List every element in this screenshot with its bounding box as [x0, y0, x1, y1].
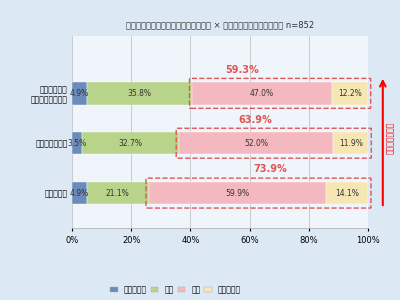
- Text: 11.9%: 11.9%: [339, 139, 363, 148]
- Bar: [72, 182, 86, 204]
- Legend: 非常に満足, 満足, 不満, とても不満: 非常に満足, 満足, 不満, とても不満: [107, 282, 244, 297]
- Title: 自身以外の「いびき」への悩みの有無 × 睡眠満足度　（单一回答） n=852: 自身以外の「いびき」への悩みの有無 × 睡眠満足度 （单一回答） n=852: [126, 21, 314, 30]
- Bar: [326, 182, 368, 204]
- Bar: [72, 132, 82, 154]
- Bar: [192, 82, 332, 105]
- Text: 12.2%: 12.2%: [338, 89, 362, 98]
- Text: 32.7%: 32.7%: [119, 139, 143, 148]
- Bar: [72, 82, 86, 105]
- Bar: [149, 182, 326, 204]
- Bar: [86, 182, 149, 204]
- Text: 睡眠への不満増: 睡眠への不満増: [386, 122, 395, 154]
- Bar: [332, 82, 368, 105]
- Bar: [333, 132, 368, 154]
- Bar: [86, 82, 192, 105]
- Text: 52.0%: 52.0%: [244, 139, 268, 148]
- Text: 14.1%: 14.1%: [335, 189, 359, 198]
- Text: 73.9%: 73.9%: [254, 164, 287, 174]
- Text: 4.9%: 4.9%: [70, 89, 89, 98]
- Text: 21.1%: 21.1%: [106, 189, 130, 198]
- Text: 4.9%: 4.9%: [70, 189, 89, 198]
- Text: 35.8%: 35.8%: [128, 89, 152, 98]
- Bar: [179, 132, 333, 154]
- Text: 59.3%: 59.3%: [225, 64, 259, 75]
- Text: 59.9%: 59.9%: [226, 189, 250, 198]
- Bar: [82, 132, 179, 154]
- Text: 63.9%: 63.9%: [239, 115, 272, 124]
- Text: 47.0%: 47.0%: [250, 89, 274, 98]
- Text: 3.5%: 3.5%: [68, 139, 87, 148]
